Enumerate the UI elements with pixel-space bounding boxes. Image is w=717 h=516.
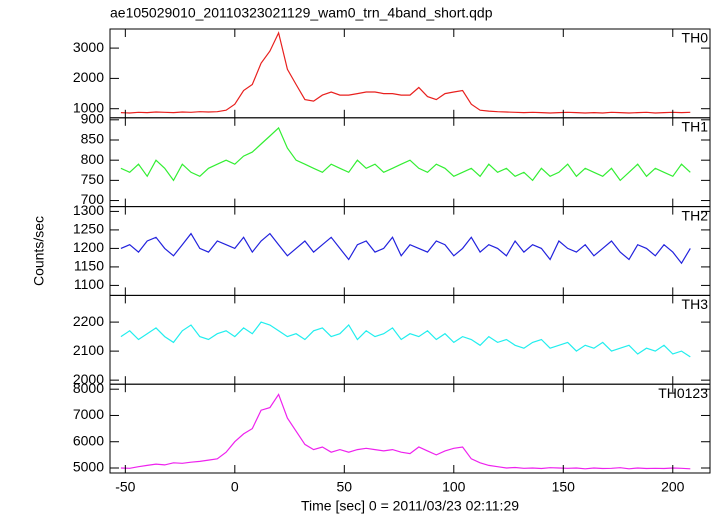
panel-label: TH2 [682, 207, 709, 223]
y-tick-label: 2000 [73, 69, 104, 85]
y-tick-label: 7000 [73, 406, 104, 422]
y-tick-label: 750 [81, 171, 105, 187]
data-line [120, 232, 691, 265]
y-axis-label: Counts/sec [31, 216, 47, 286]
y-tick-label: 1250 [73, 221, 104, 237]
y-tick-label: 1000 [73, 99, 104, 115]
data-line [120, 126, 691, 182]
chart-title: ae105029010_20110323021129_wam0_trn_4ban… [110, 5, 493, 21]
x-tick-label: 50 [337, 479, 353, 495]
x-axis-label: Time [sec] 0 = 2011/03/23 02:11:29 [301, 498, 519, 514]
y-tick-label: 900 [81, 111, 105, 127]
x-tick-label: 200 [661, 479, 685, 495]
y-tick-label: 6000 [73, 432, 104, 448]
data-line [120, 31, 691, 114]
panel-label: TH3 [682, 296, 709, 312]
panel-label: TH0123 [658, 385, 708, 401]
y-tick-label: 8000 [73, 380, 104, 396]
y-tick-label: 850 [81, 131, 105, 147]
y-tick-label: 1300 [73, 202, 104, 218]
y-tick-label: 800 [81, 151, 105, 167]
y-tick-label: 2200 [73, 313, 104, 329]
panel-label: TH1 [682, 119, 709, 135]
panel-frame [109, 28, 711, 119]
panel-label: TH0 [682, 30, 709, 46]
data-line [120, 393, 691, 470]
y-tick-label: 2100 [73, 342, 104, 358]
y-tick-label: 3000 [73, 39, 104, 55]
y-tick-label: 1150 [74, 258, 104, 274]
x-tick-label: 0 [231, 479, 239, 495]
x-tick-label: 100 [442, 479, 466, 495]
y-tick-label: 1100 [74, 276, 104, 292]
x-tick-label: -50 [115, 479, 135, 495]
y-tick-label: 1200 [73, 239, 104, 255]
panel-frame [109, 117, 711, 208]
y-tick-label: 5000 [73, 459, 104, 475]
y-tick-label: 2000 [73, 371, 104, 387]
data-line [120, 321, 691, 358]
panel-frame [109, 294, 711, 385]
x-tick-label: 150 [552, 479, 576, 495]
y-tick-label: 700 [81, 191, 105, 207]
panel-frame [109, 383, 711, 474]
